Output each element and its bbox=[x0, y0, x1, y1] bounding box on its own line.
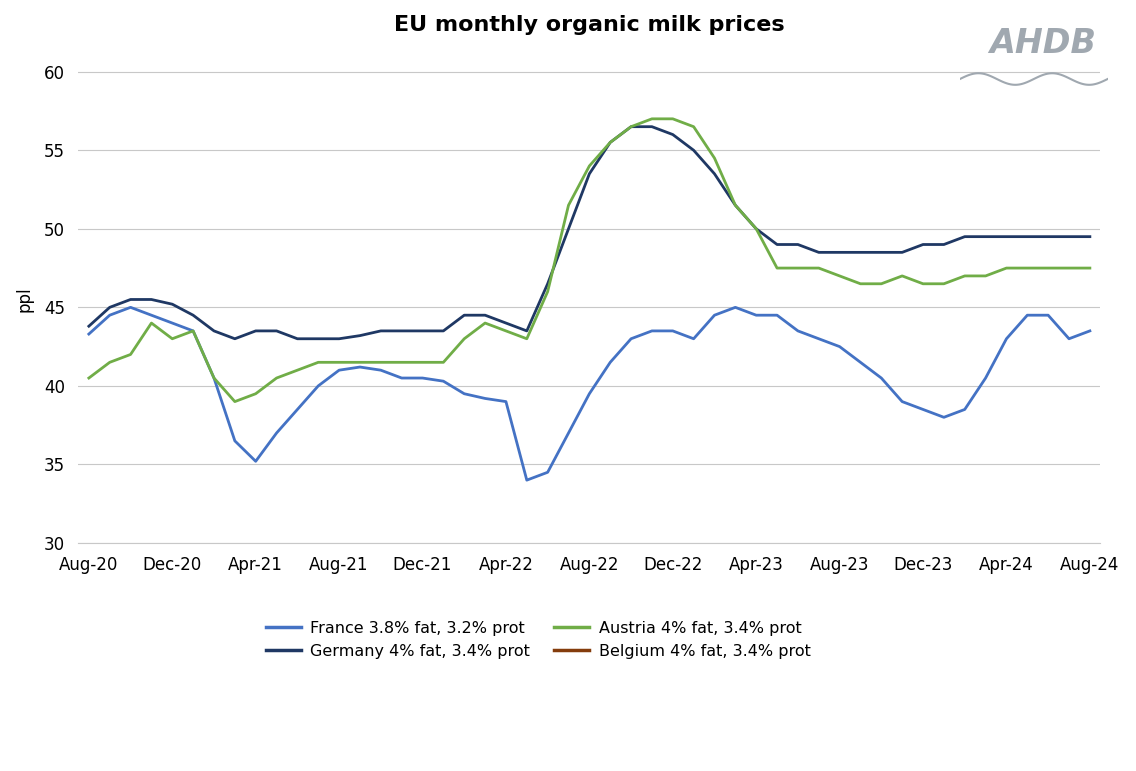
Legend: France 3.8% fat, 3.2% prot, Germany 4% fat, 3.4% prot, Austria 4% fat, 3.4% prot: France 3.8% fat, 3.2% prot, Germany 4% f… bbox=[259, 614, 817, 665]
Y-axis label: ppl: ppl bbox=[15, 287, 33, 312]
Title: EU monthly organic milk prices: EU monthly organic milk prices bbox=[394, 15, 785, 35]
Text: AHDB: AHDB bbox=[989, 27, 1096, 60]
